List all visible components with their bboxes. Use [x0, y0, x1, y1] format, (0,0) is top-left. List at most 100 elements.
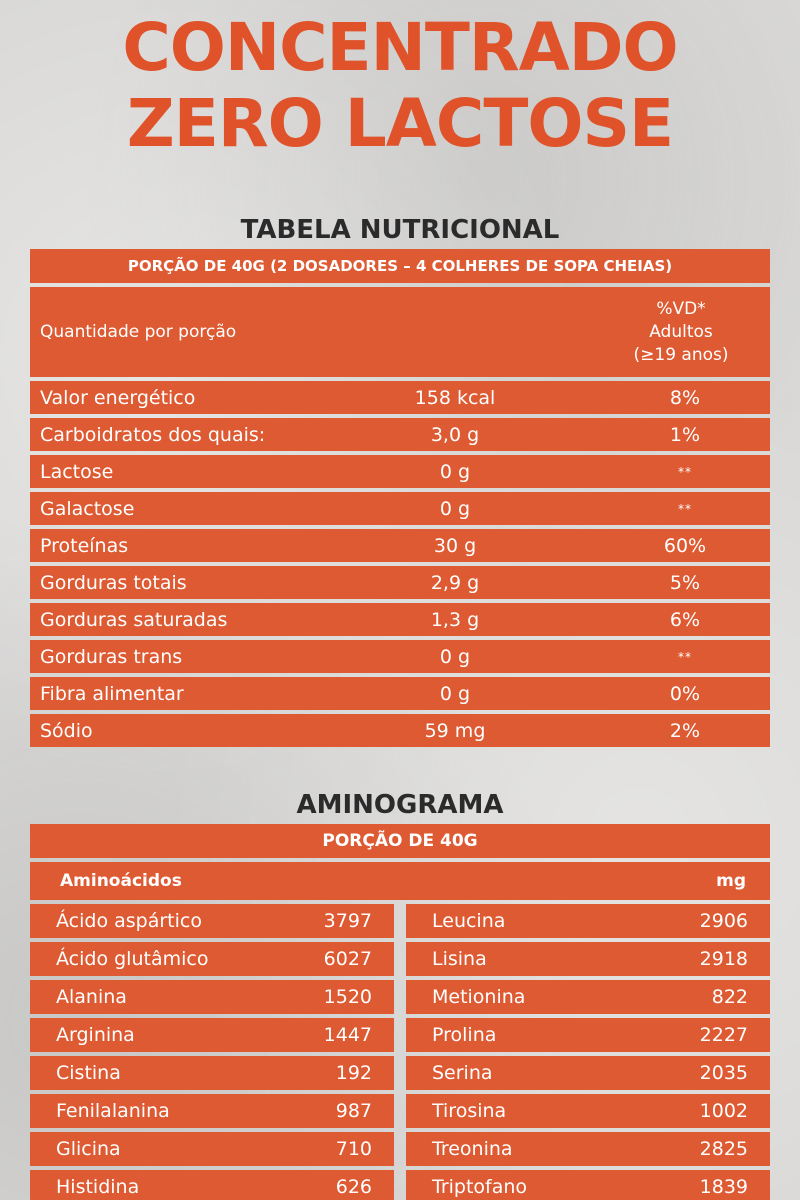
list-item: Prolina 2227: [406, 1018, 770, 1052]
nutrient-name: Proteínas: [40, 534, 129, 557]
amino-acid-mg: 2918: [699, 948, 748, 970]
vd-age-label: (≥19 anos): [633, 344, 729, 365]
nutrient-name: Lactose: [40, 460, 114, 483]
nutrition-table: PORÇÃO DE 40G (2 DOSADORES – 4 COLHERES …: [30, 249, 770, 751]
amino-acid-mg: 2227: [699, 1024, 748, 1046]
nutrient-daily-value: 60%: [663, 534, 707, 557]
table-row: Fibra alimentar 0 g 0%: [30, 677, 770, 710]
nutrient-daily-value: 5%: [669, 571, 701, 594]
amino-acid-name: Triptofano: [432, 1176, 528, 1198]
list-item: Glicina 710: [30, 1132, 394, 1166]
list-item: Serina 2035: [406, 1056, 770, 1090]
list-item: Metionina 822: [406, 980, 770, 1014]
amino-acid-name: Ácido aspártico: [56, 910, 202, 932]
nutrient-name: Gorduras trans: [40, 645, 183, 668]
amino-acid-mg: 822: [711, 986, 748, 1008]
nutrition-serving-size: PORÇÃO DE 40G (2 DOSADORES – 4 COLHERES …: [30, 249, 770, 283]
nutrient-daily-value: **: [678, 464, 692, 479]
list-item: Treonina 2825: [406, 1132, 770, 1166]
amino-acid-name: Metionina: [432, 986, 526, 1008]
amino-acid-mg: 192: [335, 1062, 372, 1084]
nutrient-daily-value: 8%: [669, 386, 701, 409]
amino-acid-name: Tirosina: [432, 1100, 507, 1122]
list-item: Alanina 1520: [30, 980, 394, 1014]
table-row: Gorduras saturadas 1,3 g 6%: [30, 603, 770, 636]
amino-acid-mg: 626: [335, 1176, 372, 1198]
amino-acid-name: Treonina: [432, 1138, 513, 1160]
amino-acid-mg: 1520: [323, 986, 372, 1008]
quantity-per-serving-label: Quantidade por porção: [40, 322, 237, 342]
product-title-line-2: ZERO LACTOSE: [126, 85, 674, 162]
amino-acid-name: Cistina: [56, 1062, 121, 1084]
nutrient-quantity: 1,3 g: [430, 608, 480, 631]
list-item: Ácido glutâmico 6027: [30, 942, 394, 976]
aminogram-table: PORÇÃO DE 40G Aminoácidos mg Ácido aspár…: [30, 824, 770, 1200]
nutrition-header-row: Quantidade por porção %VD* Adultos (≥19 …: [30, 287, 770, 377]
nutrient-daily-value: **: [678, 501, 692, 516]
amino-acid-mg: 6027: [323, 948, 372, 970]
nutrient-daily-value: 6%: [669, 608, 701, 631]
table-row: Gorduras trans 0 g **: [30, 640, 770, 673]
amino-acid-mg: 1447: [323, 1024, 372, 1046]
amino-acid-name: Leucina: [432, 910, 506, 932]
nutrient-daily-value: 0%: [669, 682, 701, 705]
nutrient-daily-value: **: [678, 649, 692, 664]
list-item: Histidina 626: [30, 1170, 394, 1200]
nutrient-name: Carboidratos dos quais:: [40, 423, 266, 446]
list-item: Ácido aspártico 3797: [30, 904, 394, 938]
list-item: Tirosina 1002: [406, 1094, 770, 1128]
amino-acid-name: Fenilalanina: [56, 1100, 170, 1122]
amino-acid-mg: 2035: [699, 1062, 748, 1084]
nutrition-rows: Valor energético 158 kcal 8% Carboidratos d…: [30, 381, 770, 747]
amino-acid-mg: 3797: [323, 910, 372, 932]
nutrient-quantity: 0 g: [439, 645, 471, 668]
nutrient-daily-value: 2%: [669, 719, 701, 742]
amino-acid-mg: 1002: [699, 1100, 748, 1122]
table-row: Carboidratos dos quais: 3,0 g 1%: [30, 418, 770, 451]
vd-label: %VD*: [656, 298, 706, 319]
nutrient-daily-value: 1%: [669, 423, 701, 446]
list-item: Triptofano 1839: [406, 1170, 770, 1200]
nutrient-name: Galactose: [40, 497, 135, 520]
nutrient-quantity: 3,0 g: [430, 423, 480, 446]
list-item: Cistina 192: [30, 1056, 394, 1090]
nutrient-name: Valor energético: [40, 386, 196, 409]
amino-acid-mg: 987: [335, 1100, 372, 1122]
table-row: Gorduras totais 2,9 g 5%: [30, 566, 770, 599]
table-row: Valor energético 158 kcal 8%: [30, 381, 770, 414]
list-item: Arginina 1447: [30, 1018, 394, 1052]
aminogram-left-column: Ácido aspártico 3797 Ácido glutâmico 6027 Al…: [30, 904, 394, 1200]
amino-acid-name: Prolina: [432, 1024, 497, 1046]
nutrient-quantity: 2,9 g: [430, 571, 480, 594]
amino-acid-name: Glicina: [56, 1138, 121, 1160]
nutrient-name: Gorduras totais: [40, 571, 187, 594]
list-item: Leucina 2906: [406, 904, 770, 938]
amino-acid-mg: 710: [335, 1138, 372, 1160]
aminogram-header-row: Aminoácidos mg: [30, 862, 770, 900]
aminogram-serving-size: PORÇÃO DE 40G: [30, 824, 770, 858]
mg-header: mg: [716, 871, 746, 891]
amino-acid-name: Ácido glutâmico: [56, 948, 209, 970]
nutrient-quantity: 0 g: [439, 497, 471, 520]
amino-acid-mg: 2825: [699, 1138, 748, 1160]
amino-acids-header: Aminoácidos: [60, 871, 182, 891]
amino-acid-mg: 1839: [699, 1176, 748, 1198]
nutrient-quantity: 59 mg: [424, 719, 486, 742]
list-item: Fenilalanina 987: [30, 1094, 394, 1128]
amino-acid-mg: 2906: [699, 910, 748, 932]
nutrient-quantity: 158 kcal: [414, 386, 496, 409]
aminogram-section-title: AMINOGRAMA: [296, 790, 504, 820]
amino-acid-name: Arginina: [56, 1024, 135, 1046]
nutrient-name: Fibra alimentar: [40, 682, 184, 705]
product-title-line-1: CONCENTRADO: [122, 9, 678, 86]
nutrient-name: Sódio: [40, 719, 93, 742]
list-item: Lisina 2918: [406, 942, 770, 976]
daily-value-header: %VD* Adultos (≥19 anos): [370, 298, 770, 367]
table-row: Sódio 59 mg 2%: [30, 714, 770, 747]
nutrient-quantity: 0 g: [439, 682, 471, 705]
table-row: Lactose 0 g **: [30, 455, 770, 488]
amino-acid-name: Lisina: [432, 948, 487, 970]
table-row: Galactose 0 g **: [30, 492, 770, 525]
nutrient-quantity: 30 g: [433, 534, 477, 557]
amino-acid-name: Histidina: [56, 1176, 140, 1198]
